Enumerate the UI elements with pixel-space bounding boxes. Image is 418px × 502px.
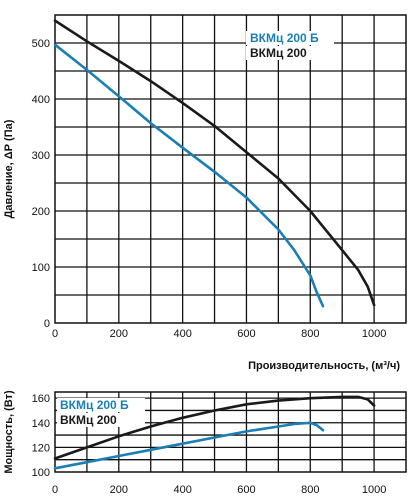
pressure-x-tick-label: 800 — [301, 328, 319, 340]
power-y-tick-label: 160 — [32, 393, 50, 405]
pressure-y-tick-label: 400 — [32, 94, 50, 106]
pressure-y-tick-label: 0 — [44, 318, 50, 330]
power-x-tick-label: 800 — [301, 484, 319, 496]
power-x-tick-label: 200 — [110, 484, 128, 496]
power-legend-entry: ВКМц 200 Б — [60, 398, 129, 412]
pressure-x-tick-label: 200 — [110, 328, 128, 340]
pressure-x-tick-label: 0 — [52, 328, 58, 340]
pressure-series-line-vkmc-200-b — [53, 43, 325, 308]
power-chart: 0 200 400 600 800 1000 100 120 140 160 Мощность, (… — [3, 390, 407, 496]
power-series-line-vkmc-200-b — [53, 421, 325, 470]
power-y-tick-label: 100 — [32, 467, 50, 479]
power-x-tick-label: 600 — [237, 484, 255, 496]
power-y-axis-label: Мощность, (Вт) — [3, 390, 15, 474]
pressure-plot-frame — [54, 14, 407, 324]
pressure-legend-background — [246, 46, 334, 60]
pressure-legend-entry: ВКМц 200 Б — [250, 31, 319, 45]
power-x-tick-label: 1000 — [362, 484, 386, 496]
power-legend-entry: ВКМц 200 — [60, 413, 117, 427]
pressure-x-tick-label: 1000 — [362, 328, 386, 340]
pressure-y-tick-label: 500 — [32, 38, 50, 50]
pressure-x-tick-label: 600 — [237, 328, 255, 340]
power-x-tick-label: 400 — [173, 484, 191, 496]
power-legend-background — [57, 413, 145, 427]
pressure-x-axis-label: Производительность, (м³/ч) — [248, 360, 400, 372]
pressure-x-tick-label: 400 — [173, 328, 191, 340]
power-x-tick-label: 0 — [52, 484, 58, 496]
pressure-y-axis-label: Давление, ΔР (Па) — [3, 119, 15, 218]
power-legend-background — [57, 398, 145, 412]
power-y-tick-label: 140 — [32, 418, 50, 430]
power-series-line-vkmc-200 — [53, 395, 376, 460]
pressure-y-tick-label: 300 — [32, 150, 50, 162]
pressure-chart: 0 200 400 600 800 1000 0 100 200 300 400 500 Произво… — [3, 14, 407, 372]
pressure-legend-background — [246, 31, 334, 45]
pressure-y-tick-label: 200 — [32, 206, 50, 218]
pressure-y-tick-label: 100 — [32, 262, 50, 274]
power-y-tick-label: 120 — [32, 442, 50, 454]
pressure-legend-entry: ВКМц 200 — [250, 46, 307, 60]
pressure-series-line-vkmc-200 — [53, 19, 376, 307]
